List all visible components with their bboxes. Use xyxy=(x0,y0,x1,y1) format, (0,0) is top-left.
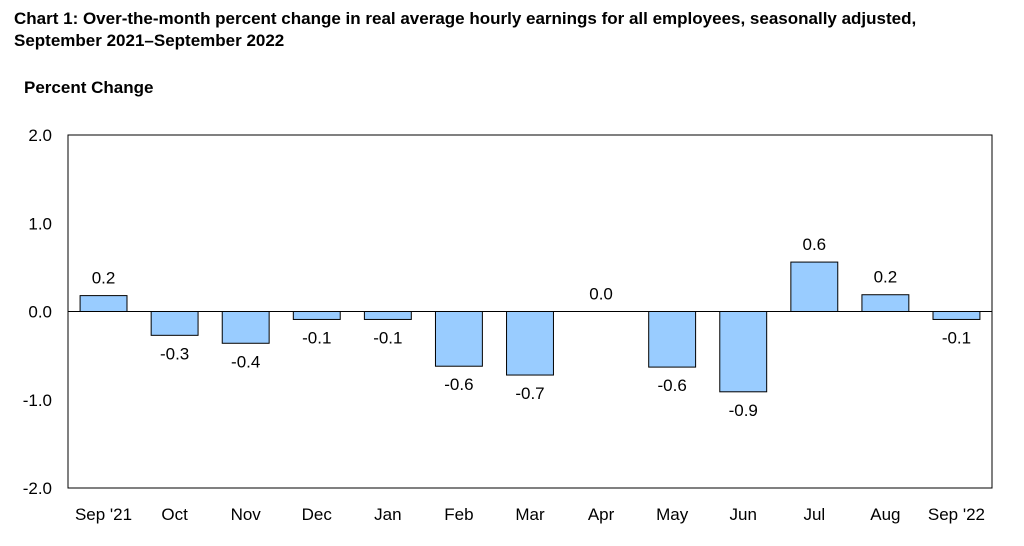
data-label: 0.2 xyxy=(874,268,898,287)
bar xyxy=(79,295,128,312)
x-tick-label: Apr xyxy=(588,505,615,524)
x-tick-label: Aug xyxy=(870,505,900,524)
data-labels: 0.2 -0.3 -0.4 -0.1 -0.1 -0.6 -0.7 0.0 -0.6 -0.9 0.… xyxy=(92,235,971,420)
data-label: -0.9 xyxy=(729,401,758,420)
x-tick-label: Jun xyxy=(730,505,757,524)
y-tick-label: 0.0 xyxy=(28,303,52,322)
chart-title: Chart 1: Over-the-month percent change i… xyxy=(14,9,917,50)
x-tick-label: Sep '21 xyxy=(75,505,132,524)
data-label: -0.4 xyxy=(231,352,260,371)
data-label: 0.2 xyxy=(92,269,116,288)
data-label: 0.6 xyxy=(802,235,826,254)
data-label: -0.6 xyxy=(658,376,687,395)
y-tick-labels: 2.0 1.0 0.0 -1.0 -2.0 xyxy=(23,126,52,498)
x-tick-label: May xyxy=(656,505,689,524)
bar xyxy=(719,311,768,393)
data-label: -0.1 xyxy=(302,328,331,347)
bar xyxy=(861,294,910,313)
bars xyxy=(79,261,981,393)
bar xyxy=(932,311,981,320)
x-tick-labels: Sep '21 Oct Nov Dec Jan Feb Mar Apr May Jun Jul Aug… xyxy=(75,505,985,524)
x-tick-label: Jan xyxy=(374,505,401,524)
plot-area-frame xyxy=(67,134,993,489)
data-label: 0.0 xyxy=(589,285,613,304)
y-tick-label: 1.0 xyxy=(28,214,52,233)
data-label: -0.3 xyxy=(160,344,189,363)
y-axis-label: Percent Change xyxy=(24,78,154,97)
bar xyxy=(150,311,199,336)
bar xyxy=(648,311,697,368)
x-tick-label: Sep '22 xyxy=(928,505,985,524)
bar xyxy=(434,311,483,367)
x-tick-label: Dec xyxy=(302,505,333,524)
data-label: -0.1 xyxy=(942,328,971,347)
x-tick-label: Feb xyxy=(444,505,473,524)
bar xyxy=(221,311,270,344)
x-tick-label: Nov xyxy=(231,505,262,524)
bar xyxy=(363,311,412,320)
data-label: -0.7 xyxy=(515,384,544,403)
y-tick-label: -1.0 xyxy=(23,391,52,410)
bar xyxy=(506,311,554,376)
x-tick-label: Jul xyxy=(803,505,825,524)
y-tick-label: -2.0 xyxy=(23,479,52,498)
x-tick-label: Mar xyxy=(515,505,545,524)
bar xyxy=(292,311,341,320)
data-label: -0.1 xyxy=(373,328,402,347)
y-tick-label: 2.0 xyxy=(28,126,52,145)
data-label: -0.6 xyxy=(444,375,473,394)
bar xyxy=(790,261,839,312)
x-tick-label: Oct xyxy=(161,505,188,524)
